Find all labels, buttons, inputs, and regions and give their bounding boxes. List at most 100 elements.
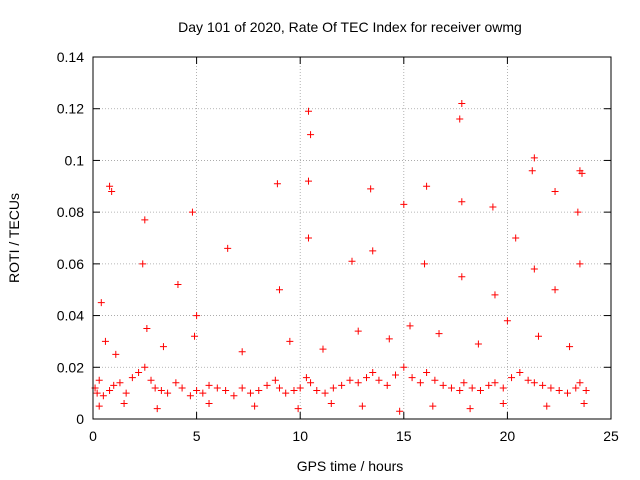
data-point [135, 368, 143, 376]
y-tick-label: 0.02 [57, 359, 84, 375]
y-tick-label: 0.04 [57, 308, 84, 324]
data-point [282, 389, 290, 397]
data-point [354, 327, 362, 335]
data-point [363, 374, 371, 382]
data-point [141, 363, 149, 371]
data-point [435, 330, 443, 338]
data-point [128, 374, 136, 382]
data-point [566, 343, 574, 351]
data-point [512, 234, 520, 242]
data-point [516, 368, 524, 376]
data-point [246, 389, 254, 397]
data-point [439, 381, 447, 389]
data-point [423, 368, 431, 376]
data-point [273, 180, 281, 188]
data-point [230, 392, 238, 400]
y-tick-label: 0.14 [57, 49, 84, 65]
data-point [251, 402, 259, 410]
data-point [116, 379, 124, 387]
data-point [186, 392, 194, 400]
data-point [491, 379, 499, 387]
y-tick-label: 0.1 [65, 152, 85, 168]
data-point [358, 402, 366, 410]
data-point [304, 177, 312, 185]
data-point [304, 107, 312, 115]
data-point [97, 299, 105, 307]
data-point [302, 374, 310, 382]
data-point [159, 343, 167, 351]
data-point [408, 374, 416, 382]
data-point [164, 389, 172, 397]
data-point [456, 387, 464, 395]
data-points [91, 100, 590, 415]
data-point [307, 379, 315, 387]
y-tick-label: 0.08 [57, 204, 84, 220]
data-point [572, 384, 580, 392]
y-tick-label: 0.12 [57, 101, 84, 117]
data-point [205, 399, 213, 407]
data-point [141, 216, 149, 224]
data-point [193, 387, 201, 395]
data-point [476, 387, 484, 395]
data-point [423, 182, 431, 190]
data-point [106, 387, 114, 395]
data-point [238, 384, 246, 392]
data-point [485, 381, 493, 389]
data-point [580, 399, 588, 407]
data-point [108, 187, 116, 195]
data-point [338, 381, 346, 389]
data-point [193, 312, 201, 320]
x-tick-label: 0 [89, 428, 97, 444]
data-point [110, 381, 118, 389]
data-point [508, 374, 516, 382]
data-point [530, 265, 538, 273]
data-point [153, 405, 161, 413]
data-point [275, 384, 283, 392]
data-point [460, 379, 468, 387]
data-point [263, 381, 271, 389]
data-point [199, 389, 207, 397]
data-point [474, 340, 482, 348]
data-point [400, 200, 408, 208]
data-point [431, 376, 439, 384]
data-point [327, 399, 335, 407]
data-point [222, 387, 230, 395]
data-point [539, 381, 547, 389]
data-point [385, 335, 393, 343]
data-point [375, 376, 383, 384]
data-point [313, 387, 321, 395]
data-point [321, 389, 329, 397]
data-point [174, 281, 182, 289]
data-point [369, 368, 377, 376]
x-tick-label: 20 [500, 428, 516, 444]
data-point [294, 405, 302, 413]
data-point [489, 203, 497, 211]
data-point [238, 348, 246, 356]
data-point [563, 389, 571, 397]
data-point [429, 402, 437, 410]
data-point [534, 332, 542, 340]
data-point [224, 244, 232, 252]
data-point [503, 317, 511, 325]
data-point [106, 182, 114, 190]
data-point [348, 257, 356, 265]
data-point [421, 260, 429, 268]
data-point [392, 371, 400, 379]
data-point [582, 387, 590, 395]
data-point [271, 376, 279, 384]
data-point [551, 286, 559, 294]
data-point [255, 387, 263, 395]
data-point [456, 115, 464, 123]
y-axis-label: ROTI / TECUs [6, 193, 22, 283]
data-point [101, 337, 109, 345]
data-point [188, 208, 196, 216]
data-point [400, 363, 408, 371]
data-point [406, 322, 414, 330]
data-point [396, 407, 404, 415]
data-point [95, 376, 103, 384]
data-point [576, 379, 584, 387]
data-point [307, 131, 315, 139]
data-point [122, 389, 130, 397]
